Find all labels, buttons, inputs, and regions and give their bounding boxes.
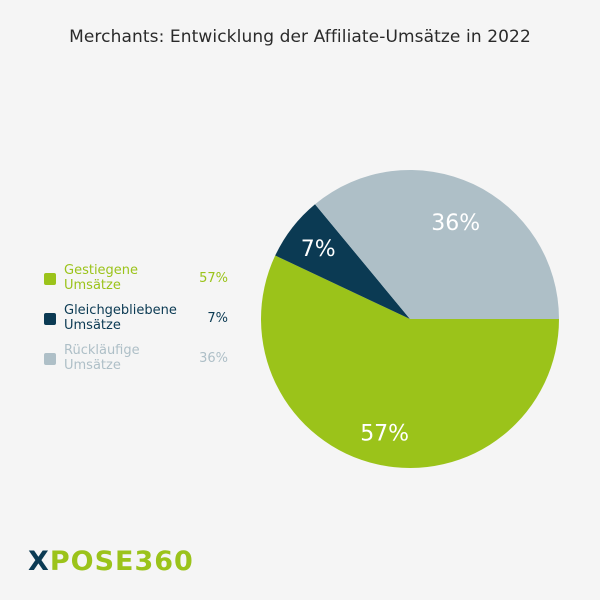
legend-label: Gestiegene Umsätze (64, 263, 194, 293)
xpose360-logo: XPOSE360 (28, 546, 194, 577)
legend-item-gleichgebliebene: Gleichgebliebene Umsätze 7% (44, 303, 234, 343)
pie-slice-label-2: 36% (431, 211, 480, 236)
legend-label: Rückläufige Umsätze (64, 343, 194, 373)
pie-slice-2 (315, 170, 559, 319)
pie-slice-label-0: 57% (360, 421, 409, 446)
legend-label: Gleichgebliebene Umsätze (64, 303, 194, 333)
legend-swatch (44, 313, 56, 325)
legend-percent: 36% (199, 351, 228, 366)
legend-label-line: Umsätze (64, 278, 121, 293)
legend-swatch (44, 353, 56, 365)
legend-label-line: Rückläufige (64, 343, 140, 358)
chart-legend: Gestiegene Umsätze 57% Gleichgebliebene … (44, 263, 234, 383)
legend-label-line: Gestiegene (64, 263, 139, 278)
legend-label-line: Umsätze (64, 318, 121, 333)
legend-item-ruecklaeufige: Rückläufige Umsätze 36% (44, 343, 234, 383)
chart-title: Merchants: Entwicklung der Affiliate-Ums… (69, 27, 531, 47)
legend-swatch (44, 273, 56, 285)
pie-slice-label-1: 7% (301, 237, 336, 262)
legend-percent: 7% (207, 311, 228, 326)
logo-x: X (28, 546, 50, 577)
pie-slice-1 (275, 204, 410, 319)
logo-text: POSE360 (49, 546, 194, 577)
legend-item-gestiegene: Gestiegene Umsätze 57% (44, 263, 234, 303)
legend-label-line: Gleichgebliebene (64, 303, 177, 318)
pie-slice-0 (260, 255, 559, 469)
legend-percent: 57% (199, 271, 228, 286)
legend-label-line: Umsätze (64, 358, 121, 373)
